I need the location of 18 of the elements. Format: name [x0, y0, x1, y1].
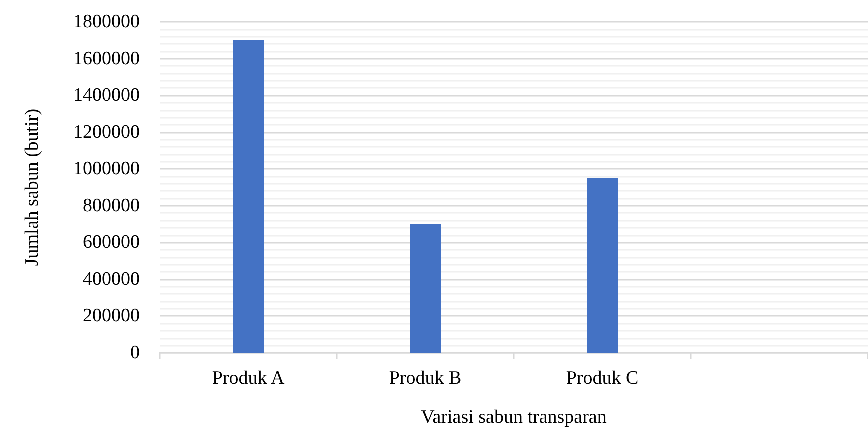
x-axis-title: Variasi sabun transparan: [421, 407, 608, 428]
y-tick-label: 800000: [83, 195, 140, 216]
y-tick-label: 1600000: [74, 48, 140, 70]
bar: [233, 40, 264, 353]
bar: [587, 178, 618, 353]
x-tick-label: Produk A: [212, 368, 285, 389]
x-tick-label: Produk B: [389, 368, 462, 389]
y-tick-label: 1400000: [74, 85, 140, 106]
x-tick-label: Produk C: [566, 368, 639, 389]
y-tick-label: 200000: [83, 306, 140, 327]
bar: [410, 224, 441, 353]
y-tick-label: 1200000: [74, 122, 140, 143]
y-tick-label: 1800000: [74, 12, 140, 32]
y-tick-label: 1000000: [74, 158, 140, 180]
y-axis-title: Jumlah sabun (butir): [22, 108, 43, 266]
y-tick-label: 600000: [83, 232, 140, 254]
y-tick-label: 400000: [83, 268, 140, 290]
y-tick-label: 0: [130, 342, 140, 364]
